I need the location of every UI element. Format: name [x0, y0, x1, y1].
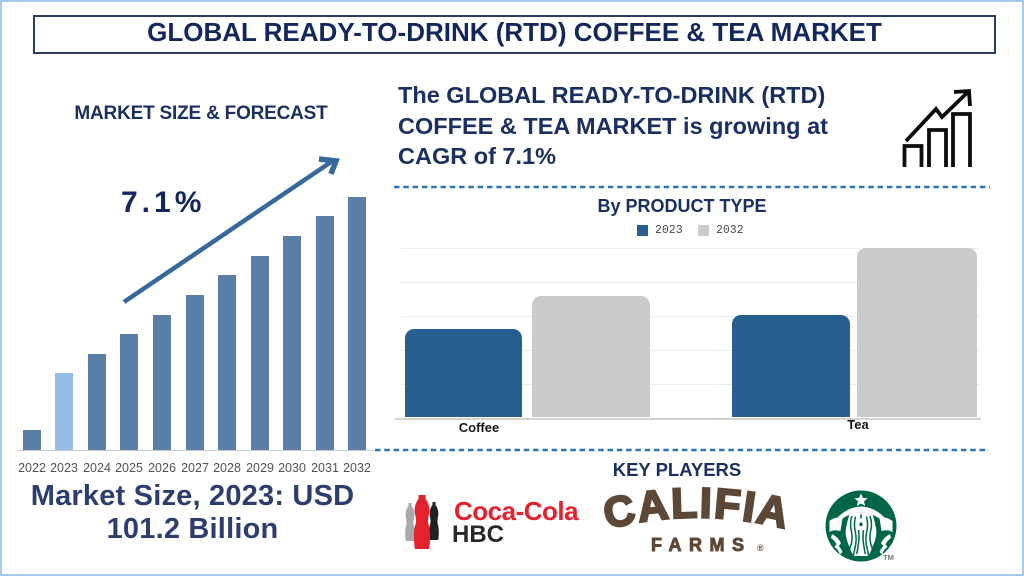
svg-text:CALIFIA: CALIFIA [599, 480, 794, 538]
svg-text:TM: TM [883, 553, 894, 562]
svg-text:FARMS: FARMS [651, 535, 752, 555]
svg-text:®: ® [757, 543, 764, 553]
